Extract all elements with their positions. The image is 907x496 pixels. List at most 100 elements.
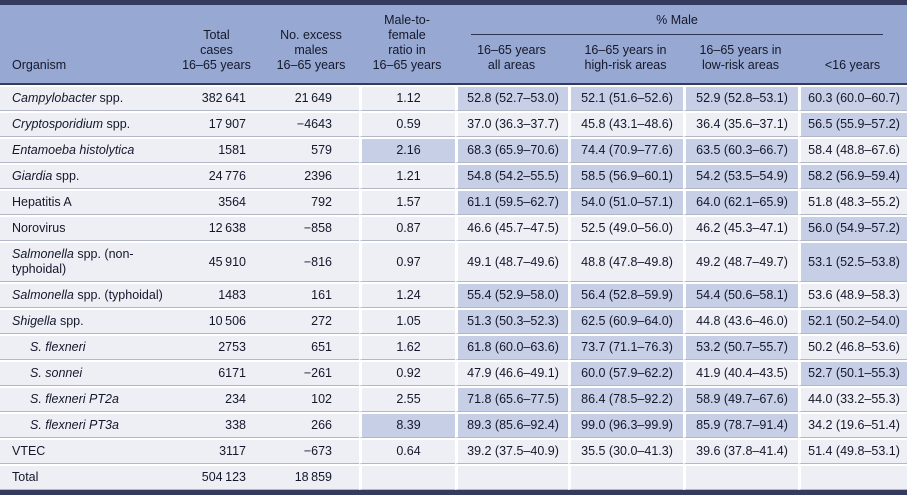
organism-name-italic: Cryptosporidium — [12, 117, 104, 131]
cell-pct-all-areas: 61.8 (60.0–63.6) — [455, 334, 568, 360]
cell-pct-all-areas: 52.8 (52.7–53.0) — [455, 85, 568, 111]
organism-name-roman: Hepatitis A — [12, 195, 72, 209]
cell-pct-under16: 51.4 (49.8–53.1) — [798, 438, 907, 464]
table-body: Campylobacter spp. 382 641 21 649 1.12 5… — [0, 85, 907, 490]
cell-organism: S. flexneri — [0, 334, 170, 360]
cell-mf-ratio: 8.39 — [359, 412, 455, 438]
cell-pct-low-risk: 36.4 (35.6–37.1) — [683, 111, 798, 137]
cell-total-cases: 24 776 — [170, 163, 263, 189]
cell-pct-all-areas: 51.3 (50.3–52.3) — [455, 308, 568, 334]
cell-organism: S. flexneri PT2a — [0, 386, 170, 412]
cell-excess-males: 102 — [263, 386, 359, 412]
cell-organism: Total — [0, 464, 170, 490]
organism-name-italic: Shigella — [12, 314, 57, 328]
cell-pct-low-risk: 52.9 (52.8–53.1) — [683, 85, 798, 111]
cell-excess-males: 161 — [263, 282, 359, 308]
cell-pct-low-risk: 64.0 (62.1–65.9) — [683, 189, 798, 215]
organism-name-roman: Total — [12, 470, 39, 484]
cell-mf-ratio: 0.92 — [359, 360, 455, 386]
cell-pct-under16: 51.8 (48.3–55.2) — [798, 189, 907, 215]
cell-pct-high-risk: 48.8 (47.8–49.8) — [568, 241, 683, 282]
cell-total-cases: 338 — [170, 412, 263, 438]
cell-excess-males: 21 649 — [263, 85, 359, 111]
organism-name-italic: Salmonella — [12, 247, 74, 261]
cell-pct-high-risk: 56.4 (52.8–59.9) — [568, 282, 683, 308]
cell-pct-under16: 53.1 (52.5–53.8) — [798, 241, 907, 282]
cell-pct-under16: 52.7 (50.1–55.3) — [798, 360, 907, 386]
cell-pct-low-risk: 54.2 (53.5–54.9) — [683, 163, 798, 189]
cell-pct-under16: 53.6 (48.9–58.3) — [798, 282, 907, 308]
cell-organism: Hepatitis A — [0, 189, 170, 215]
column-header-pct-under16: <16 years — [798, 35, 907, 85]
table-row: Salmonella spp. (non-typhoidal) 45 910 −… — [0, 241, 907, 282]
cell-total-cases: 2753 — [170, 334, 263, 360]
cell-mf-ratio: 0.59 — [359, 111, 455, 137]
organism-name-italic: Giardia — [12, 169, 53, 183]
cell-pct-high-risk: 52.5 (49.0–56.0) — [568, 215, 683, 241]
column-header-pct-high-risk: 16–65 years in high-risk areas — [568, 35, 683, 85]
cell-pct-under16: 60.3 (60.0–60.7) — [798, 85, 907, 111]
cell-total-cases: 3564 — [170, 189, 263, 215]
cell-organism: Entamoeba histolytica — [0, 137, 170, 163]
organism-name-italic: Campylobacter — [12, 91, 97, 105]
cell-excess-males: −816 — [263, 241, 359, 282]
header-sub-row: 16–65 years all areas 16–65 years in hig… — [0, 35, 907, 85]
cell-pct-all-areas: 39.2 (37.5–40.9) — [455, 438, 568, 464]
cell-total-cases: 504 123 — [170, 464, 263, 490]
cell-excess-males: −261 — [263, 360, 359, 386]
cell-mf-ratio — [359, 464, 455, 490]
cell-mf-ratio: 1.21 — [359, 163, 455, 189]
cell-total-cases: 45 910 — [170, 241, 263, 282]
cell-excess-males: 266 — [263, 412, 359, 438]
cell-total-cases: 1483 — [170, 282, 263, 308]
table-row: S. sonnei 6171 −261 0.92 47.9 (46.6–49.1… — [0, 360, 907, 386]
cell-pct-high-risk: 73.7 (71.1–76.3) — [568, 334, 683, 360]
cell-pct-high-risk: 58.5 (56.9–60.1) — [568, 163, 683, 189]
organism-name-italic: S. sonnei — [30, 366, 83, 380]
cell-pct-low-risk: 63.5 (60.3–66.7) — [683, 137, 798, 163]
cell-excess-males: −673 — [263, 438, 359, 464]
table-row: VTEC 3117 −673 0.64 39.2 (37.5–40.9) 35.… — [0, 438, 907, 464]
header-group-row: Organism Total cases 16–65 years No. exc… — [0, 5, 907, 85]
table-row: Norovirus 12 638 −858 0.87 46.6 (45.7–47… — [0, 215, 907, 241]
cell-mf-ratio: 2.55 — [359, 386, 455, 412]
cell-organism: Campylobacter spp. — [0, 85, 170, 111]
cell-mf-ratio: 0.87 — [359, 215, 455, 241]
cell-pct-all-areas — [455, 464, 568, 490]
cell-total-cases: 382 641 — [170, 85, 263, 111]
table-row: Campylobacter spp. 382 641 21 649 1.12 5… — [0, 85, 907, 111]
cell-organism: Norovirus — [0, 215, 170, 241]
organism-name-roman: spp. — [103, 117, 131, 131]
cell-pct-all-areas: 46.6 (45.7–47.5) — [455, 215, 568, 241]
cell-mf-ratio: 1.24 — [359, 282, 455, 308]
column-header-total-cases: Total cases 16–65 years — [170, 5, 263, 85]
cell-excess-males: 579 — [263, 137, 359, 163]
cell-total-cases: 1581 — [170, 137, 263, 163]
cell-pct-under16: 58.4 (48.8–67.6) — [798, 137, 907, 163]
cell-mf-ratio: 1.05 — [359, 308, 455, 334]
cell-pct-all-areas: 47.9 (46.6–49.1) — [455, 360, 568, 386]
cell-pct-all-areas: 54.8 (54.2–55.5) — [455, 163, 568, 189]
cell-mf-ratio: 2.16 — [359, 137, 455, 163]
cell-excess-males: 2396 — [263, 163, 359, 189]
cell-pct-low-risk: 58.9 (49.7–67.6) — [683, 386, 798, 412]
cell-pct-high-risk: 52.1 (51.6–52.6) — [568, 85, 683, 111]
table-row: Entamoeba histolytica 1581 579 2.16 68.3… — [0, 137, 907, 163]
table-row: Shigella spp. 10 506 272 1.05 51.3 (50.3… — [0, 308, 907, 334]
organism-name-roman: spp. — [96, 91, 124, 105]
column-header-organism: Organism — [0, 5, 170, 85]
cell-pct-low-risk: 41.9 (40.4–43.5) — [683, 360, 798, 386]
table-row: S. flexneri 2753 651 1.62 61.8 (60.0–63.… — [0, 334, 907, 360]
organism-table: Organism Total cases 16–65 years No. exc… — [0, 5, 907, 490]
cell-pct-all-areas: 49.1 (48.7–49.6) — [455, 241, 568, 282]
cell-pct-all-areas: 68.3 (65.9–70.6) — [455, 137, 568, 163]
cell-organism: Giardia spp. — [0, 163, 170, 189]
cell-pct-high-risk: 45.8 (43.1–48.6) — [568, 111, 683, 137]
cell-pct-under16: 50.2 (46.8–53.6) — [798, 334, 907, 360]
cell-total-cases: 12 638 — [170, 215, 263, 241]
cell-mf-ratio: 1.12 — [359, 85, 455, 111]
cell-organism: VTEC — [0, 438, 170, 464]
cell-mf-ratio: 0.64 — [359, 438, 455, 464]
